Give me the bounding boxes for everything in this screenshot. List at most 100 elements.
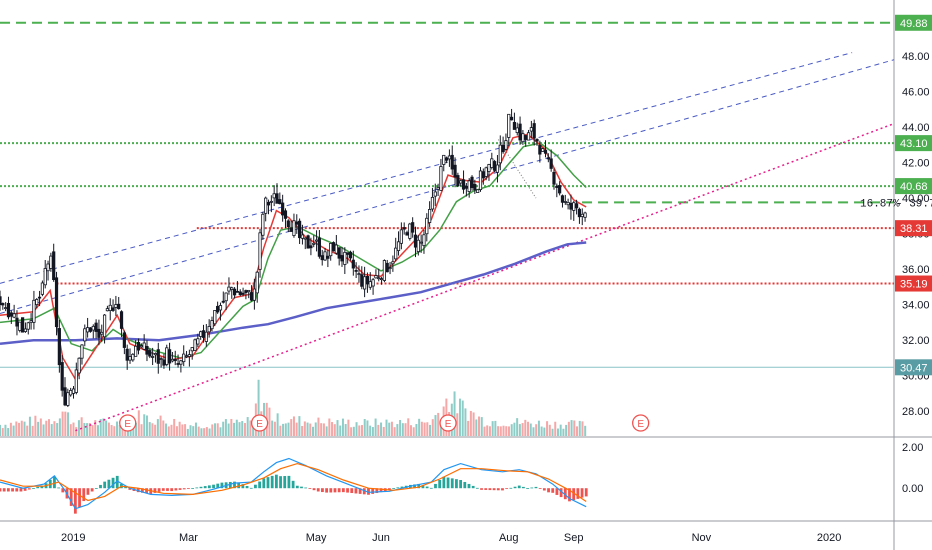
volume-bar xyxy=(75,427,78,436)
volume-bar xyxy=(12,425,15,436)
candle-body xyxy=(388,267,392,270)
candle-body xyxy=(258,232,262,270)
candle-body xyxy=(521,133,525,143)
candle-body xyxy=(476,189,480,193)
macd-histogram-bar xyxy=(166,488,169,491)
volume-bar xyxy=(358,425,361,436)
macd-histogram-bar xyxy=(254,484,257,489)
macd-histogram-bar xyxy=(258,481,262,489)
candle-body xyxy=(165,347,169,365)
volume-bar xyxy=(143,414,146,436)
candle-body xyxy=(244,290,248,293)
volume-bar xyxy=(507,426,510,436)
volume-bar xyxy=(102,418,105,436)
price-badge-label: 43.10 xyxy=(900,138,928,150)
candle-body xyxy=(317,237,321,257)
candle-body xyxy=(77,357,81,374)
candle-body xyxy=(447,155,452,160)
candle-body xyxy=(416,239,420,252)
price-tick-label: 28.00 xyxy=(902,406,930,418)
macd-histogram-bar xyxy=(195,487,199,489)
volume-bar xyxy=(331,422,334,436)
macd-histogram-bar xyxy=(32,488,35,490)
volume-bar xyxy=(208,428,211,436)
candle-body xyxy=(538,144,542,155)
candle-body xyxy=(91,325,95,331)
candle-body xyxy=(396,241,401,251)
candle-body xyxy=(57,328,61,366)
candle-body xyxy=(199,331,203,337)
candle-body xyxy=(247,289,251,293)
volume-bar xyxy=(494,420,497,436)
candles xyxy=(0,108,587,408)
candle-body xyxy=(167,349,172,364)
time-axis: 2019 Mar May Jun Aug Sep Nov 2020 xyxy=(61,532,841,544)
candle-body xyxy=(249,292,254,301)
candle-body xyxy=(18,321,22,331)
candle-body xyxy=(532,123,536,139)
macd-histogram-bar xyxy=(128,488,132,490)
volume-bar xyxy=(317,417,320,436)
candle-body xyxy=(83,328,87,342)
macd-histogram-bar xyxy=(53,476,56,489)
macd-histogram-bar xyxy=(304,487,308,489)
volume-bar xyxy=(374,418,377,436)
volume-bar xyxy=(393,427,396,436)
candle-body xyxy=(275,193,279,204)
macd-histogram-bar xyxy=(375,488,379,494)
volume-bar xyxy=(9,422,12,436)
volume-bar xyxy=(328,418,331,436)
volume-bar xyxy=(475,419,478,436)
volume-bar xyxy=(415,424,418,436)
macd-histogram-bar xyxy=(15,488,19,492)
volume-bar xyxy=(559,424,562,436)
volume-bar xyxy=(491,421,494,436)
volume-bar xyxy=(80,417,83,436)
macd-histogram-bar xyxy=(140,488,144,493)
candle-body xyxy=(331,242,336,252)
volume-bar xyxy=(469,410,472,436)
volume-bar xyxy=(235,419,238,436)
volume-bar xyxy=(151,423,154,436)
volume-bar xyxy=(396,424,399,436)
volume-bar xyxy=(233,422,236,436)
macd-histogram-bar xyxy=(329,488,333,493)
macd-line xyxy=(0,457,587,510)
volume-bar xyxy=(355,422,358,436)
candle-body xyxy=(21,317,25,333)
volume-bar xyxy=(510,424,513,436)
macd-histogram-bar xyxy=(455,479,458,489)
price-tick-label: 32.00 xyxy=(902,335,930,347)
volume-bar xyxy=(388,422,391,436)
macd-histogram-bar xyxy=(145,488,148,494)
volume-bar xyxy=(584,425,587,436)
candle-body xyxy=(323,251,327,261)
candle-body xyxy=(74,369,78,393)
candle-body xyxy=(12,313,16,318)
candle-body xyxy=(153,353,158,356)
volume-bar xyxy=(284,423,287,436)
volume-bar xyxy=(282,423,285,436)
volume-bar xyxy=(230,418,233,436)
volume-bar xyxy=(50,424,53,436)
candle-body xyxy=(86,327,90,333)
macd-histogram-bar xyxy=(174,488,178,491)
macd-histogram-bar xyxy=(111,477,115,489)
macd-histogram-bar xyxy=(346,488,349,493)
candle-body xyxy=(365,276,370,285)
candle-body xyxy=(484,167,488,177)
volume-bar xyxy=(401,423,404,436)
candle-body xyxy=(298,220,302,239)
horizontal-levels xyxy=(0,21,894,368)
volume-bar xyxy=(69,424,72,436)
candle-body xyxy=(122,332,126,348)
candle-body xyxy=(131,353,135,361)
candle-body xyxy=(207,326,211,333)
macd-histogram-bar xyxy=(388,488,391,491)
candle-body xyxy=(184,355,189,358)
candle-body xyxy=(100,331,104,335)
